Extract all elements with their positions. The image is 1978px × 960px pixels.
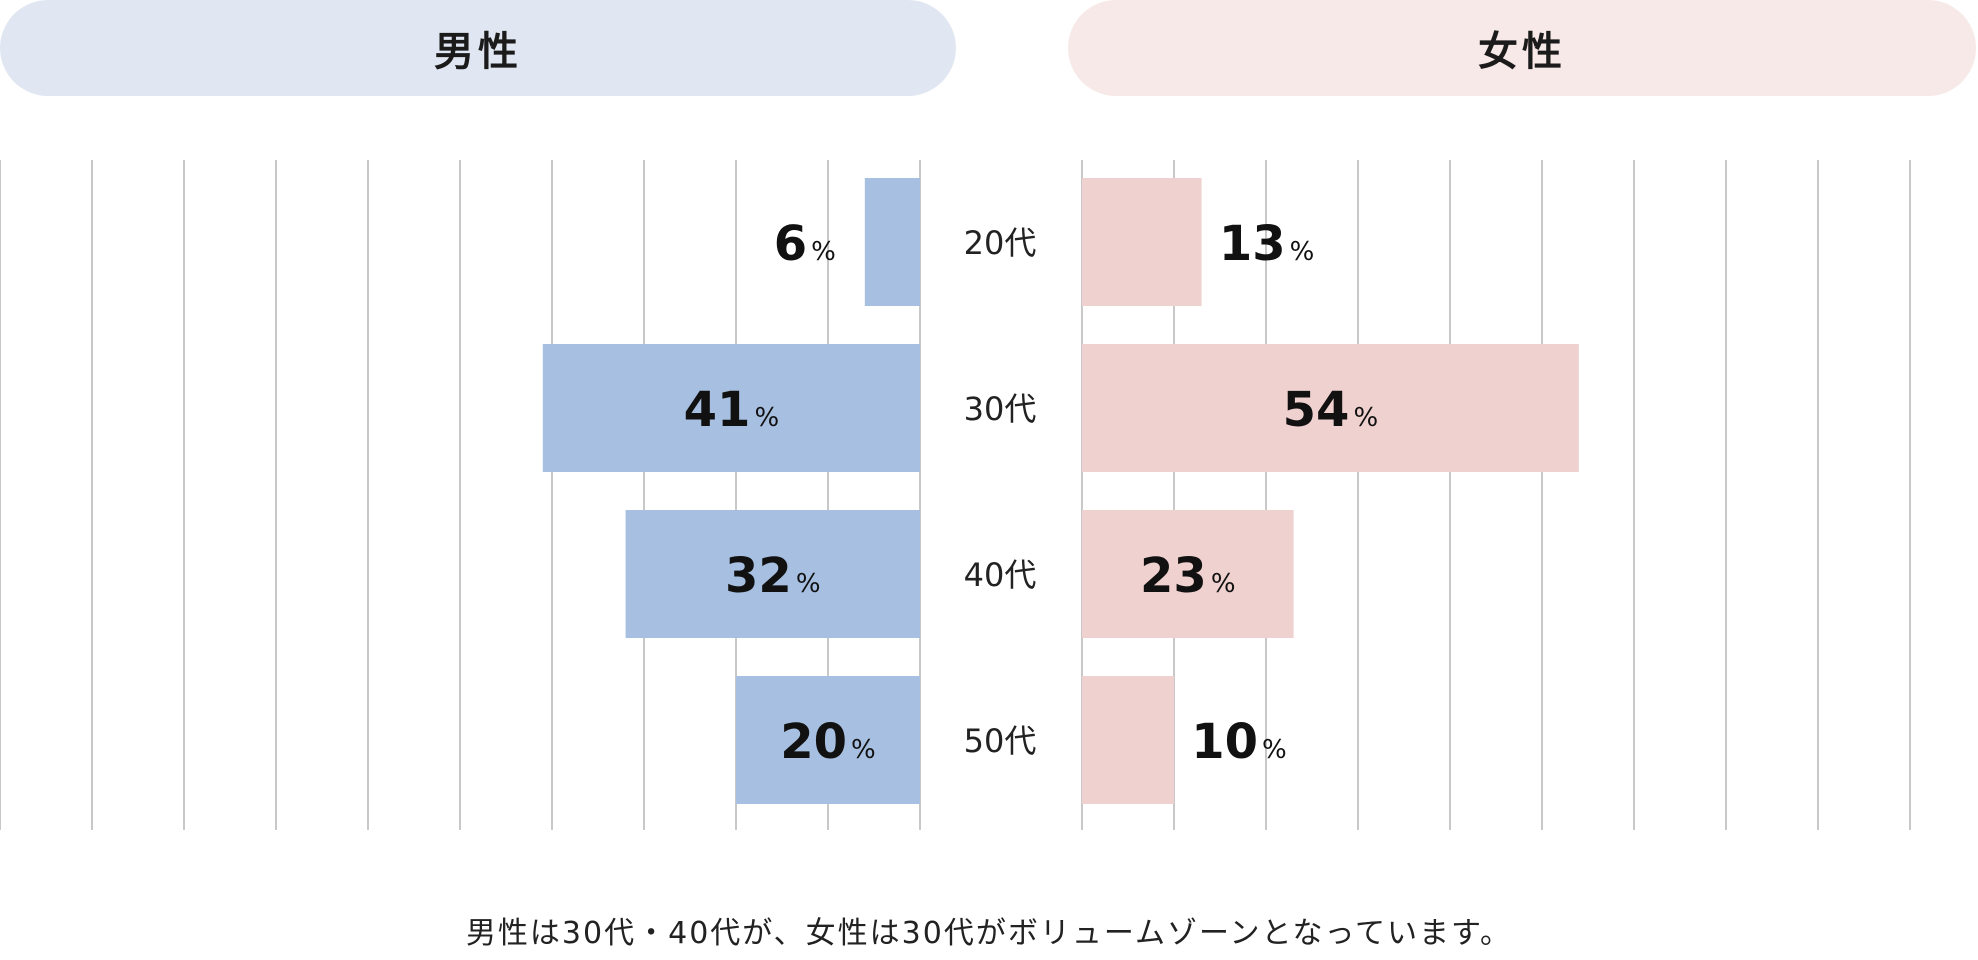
female-value-label-2: 23% [1140, 548, 1236, 604]
male-value-label-3-value: 20 [780, 714, 847, 770]
male-value-label-0-value: 6 [774, 216, 807, 272]
male-value-label-3: 20% [780, 714, 876, 770]
female-bar-0 [1082, 178, 1202, 306]
female-value-label-0: 13% [1219, 216, 1315, 272]
caption: 男性は30代・40代が、女性は30代がボリュームゾーンとなっています。 [465, 916, 1513, 951]
male-bar-1 [542, 344, 920, 472]
male-header: 男性 [0, 0, 956, 96]
male-value-label-1-value: 41 [684, 382, 751, 438]
male-bar-2 [625, 510, 920, 638]
female-value-label-3-unit: % [1262, 735, 1287, 765]
male-value-label-1-unit: % [754, 403, 779, 433]
female-value-label-2-value: 23 [1140, 548, 1207, 604]
female-value-label-0-unit: % [1290, 237, 1315, 267]
male-header-label: 男性 [434, 29, 522, 75]
female-bar-1 [1082, 344, 1579, 472]
female-value-label-2-unit: % [1211, 569, 1236, 599]
category-label-0: 20代 [964, 224, 1037, 262]
female-header-label: 女性 [1478, 29, 1566, 75]
male-value-label-3-unit: % [851, 735, 876, 765]
female-bar-3 [1082, 676, 1174, 804]
male-bar-3 [736, 676, 920, 804]
female-value-label-3: 10% [1191, 714, 1287, 770]
female-bar-2 [1082, 510, 1294, 638]
category-label-1: 30代 [964, 390, 1037, 428]
category-label-2: 40代 [964, 556, 1037, 594]
male-value-label-1: 41% [684, 382, 780, 438]
male-bar-0 [864, 178, 920, 306]
female-value-label-1-value: 54 [1283, 382, 1350, 438]
female-header: 女性 [1068, 0, 1976, 96]
category-label-3: 50代 [964, 722, 1037, 760]
male-value-label-2: 32% [725, 548, 821, 604]
male-value-label-2-unit: % [796, 569, 821, 599]
male-value-label-0-unit: % [811, 237, 836, 267]
female-value-label-0-value: 13 [1219, 216, 1286, 272]
female-value-label-3-value: 10 [1191, 714, 1258, 770]
female-value-label-1: 54% [1283, 382, 1379, 438]
female-value-label-1-unit: % [1353, 403, 1378, 433]
male-value-label-0: 6% [774, 216, 836, 272]
male-value-label-2-value: 32 [725, 548, 792, 604]
